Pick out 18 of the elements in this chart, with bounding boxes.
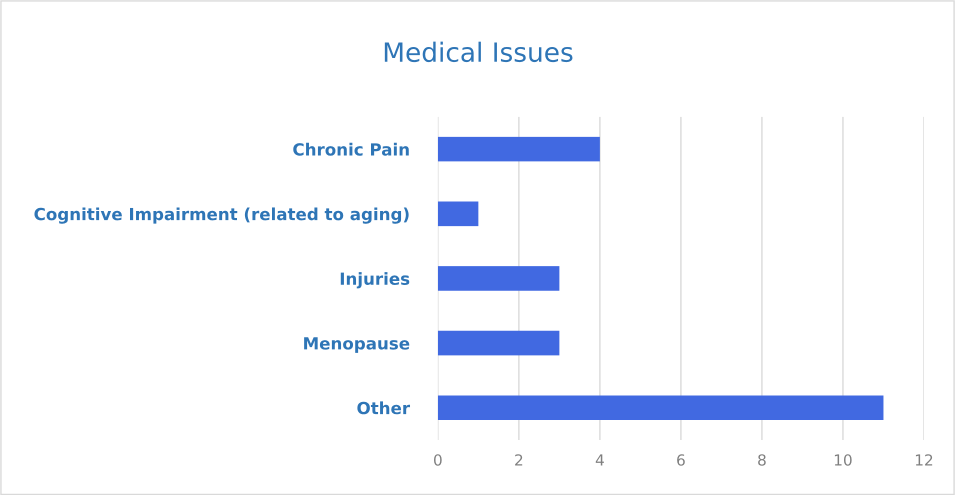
x-tick-label: 12 — [916, 454, 932, 466]
y-tick-label: Cognitive Impairment (related to aging) — [34, 207, 409, 224]
x-tick-label: 4 — [596, 454, 604, 466]
x-tick-label: 8 — [758, 454, 766, 466]
bar — [438, 136, 600, 162]
bar — [438, 266, 560, 291]
x-tick-label: 6 — [677, 454, 685, 466]
x-tick-label: 10 — [834, 454, 852, 466]
bar — [438, 395, 884, 420]
y-tick-label: Menopause — [304, 337, 410, 353]
x-tick-label: 0 — [434, 454, 442, 466]
y-tick-label: Injuries — [340, 272, 410, 288]
bar — [438, 202, 478, 226]
y-tick-label: Chronic Pain — [293, 142, 409, 156]
bar — [438, 330, 560, 356]
y-tick-label: Other — [357, 401, 410, 414]
x-tick-label: 2 — [515, 454, 522, 466]
chart-title: Medical Issues — [384, 42, 572, 62]
